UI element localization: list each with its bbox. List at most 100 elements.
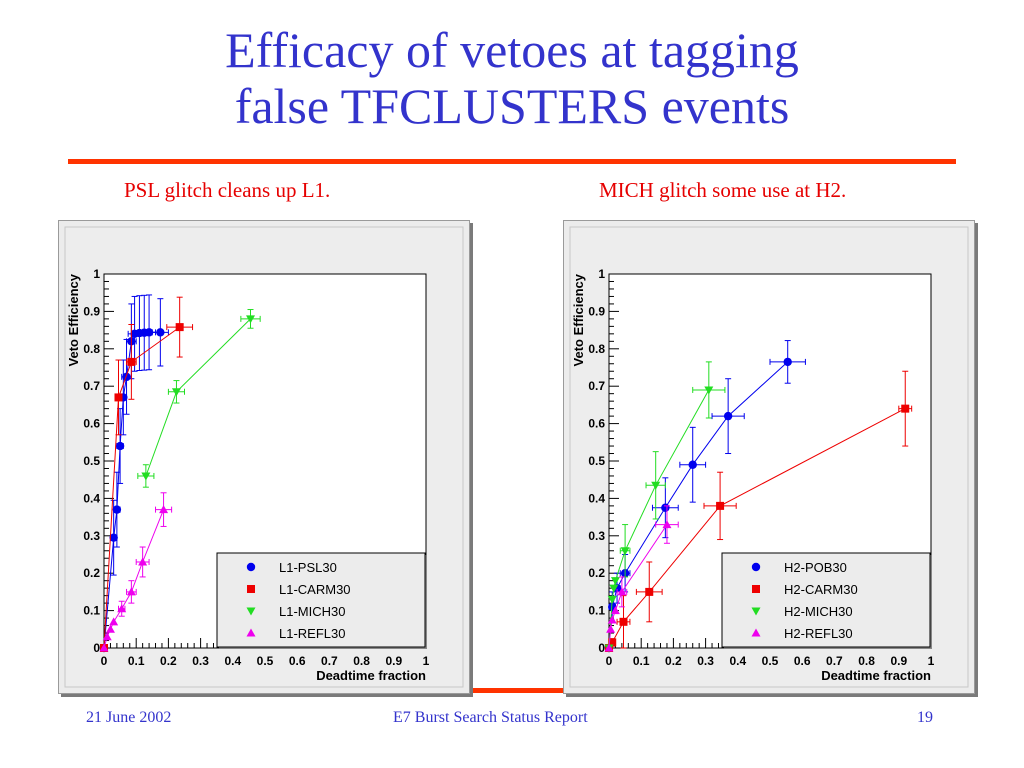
data-point-l1-psl30 [144,328,154,337]
legend-label-l1-carm30: L1-CARM30 [279,582,351,597]
chart1-ytick-label: 0 [598,641,605,655]
data-point-h2-mich30 [704,386,714,395]
chart0-ytick-label: 0.6 [83,417,100,431]
data-point-h2-carm30 [608,638,617,647]
chart1-series-h2-refl30 [604,505,679,652]
chart1-ytick-label: 0.2 [588,566,605,580]
data-point-l1-refl30 [138,557,148,566]
data-point-h2-pob30 [661,503,670,512]
chart0-y-axis-title: Veto Efficiency [66,273,81,366]
chart0-series-l1-refl30 [99,492,173,652]
chart0-xtick-label: 0.5 [257,654,274,668]
data-point-l1-mich30 [141,472,151,481]
data-point-l1-psl30 [156,328,165,337]
chart0-ytick-label: 0.1 [83,604,100,618]
title-underline [68,159,956,164]
chart1-ytick-label: 0.7 [588,379,605,393]
chart0-xtick-label: 0.9 [385,654,402,668]
chart1-series-h2-carm30 [605,370,913,652]
chart0-ytick-label: 0 [93,641,100,655]
chart1-xtick-label: 0.5 [762,654,779,668]
data-point-h2-refl30 [662,520,672,529]
data-point-l1-mich30 [171,388,181,397]
chart1-xtick-label: 0.9 [890,654,907,668]
chart0-xtick-label: 0.3 [192,654,209,668]
legend-marker-l1-mich30 [246,607,256,616]
legend-marker-h2-carm30 [752,585,760,593]
data-point-h2-refl30 [617,587,627,596]
chart0-series-l1-mich30 [137,309,261,488]
chart1-xtick-label: 0 [606,654,613,668]
footer-date: 21 June 2002 [86,709,172,726]
legend-label-l1-refl30: L1-REFL30 [279,626,345,641]
chart1-ytick-label: 0.3 [588,529,605,543]
chart1-xtick-label: 0.2 [665,654,682,668]
chart0-xtick-label: 0.6 [289,654,306,668]
legend-marker-h2-refl30 [751,628,761,637]
data-point-h2-refl30 [610,606,620,615]
chart1-ytick-label: 0.6 [588,417,605,431]
legend-label-h2-carm30: H2-CARM30 [784,582,858,597]
chart0-xtick-label: 0.4 [224,654,241,668]
data-point-l1-refl30 [99,643,109,652]
chart0-xtick-label: 0 [101,654,108,668]
chart1-ytick-label: 0.5 [588,454,605,468]
data-point-l1-refl30 [126,587,136,596]
footer-page-number: 19 [917,709,933,726]
chart0-xtick-label: 0.2 [160,654,177,668]
chart1-xtick-label: 1 [928,654,935,668]
chart1-xtick-label: 0.4 [729,654,746,668]
data-point-l1-mich30 [246,315,256,324]
data-point-h2-refl30 [604,643,614,652]
data-point-l1-refl30 [159,505,169,514]
chart-h2: 0 0.1 0.2 0.3 0.4 0.5 0.6 0.7 0.8 0.9 1 0 0.1 0.2 0.3 0… [569,226,969,688]
data-point-h2-refl30 [606,624,616,633]
chart-panel-h2: 0 0.1 0.2 0.3 0.4 0.5 0.6 0.7 0.8 0.9 1 0 0.1 0.2 0.3 0… [563,220,975,694]
data-point-h2-mich30 [620,547,630,556]
legend-marker-l1-refl30 [246,628,256,637]
chart0-ytick-label: 0.2 [83,566,100,580]
chart0-xtick-label: 0.1 [128,654,145,668]
chart1-ytick-label: 0.4 [588,491,605,505]
chart1-xtick-label: 0.1 [633,654,650,668]
data-point-l1-refl30 [102,632,112,641]
chart1-x-axis-title: Deadtime fraction [821,668,931,683]
data-point-l1-psl30 [115,441,125,451]
chart0-ytick-label: 0.5 [83,454,100,468]
chart0-ytick-label: 1 [93,267,100,281]
series-line-l1-carm30 [103,326,180,649]
data-point-h2-mich30 [609,584,619,593]
chart1-y-axis-title: Veto Efficiency [571,273,586,366]
chart1-xtick-label: 0.7 [826,654,843,668]
slide-title: Efficacy of vetoes at tagging false TFCL… [0,22,1024,134]
data-point-h2-pob30 [723,411,733,421]
legend-label-h2-refl30: H2-REFL30 [784,626,853,641]
data-point-h2-carm30 [901,404,910,413]
chart0-xtick-label: 1 [423,654,430,668]
legend-marker-l1-carm30 [247,585,255,593]
data-point-h2-carm30 [619,617,628,626]
footer-report-title: E7 Burst Search Status Report [393,709,588,726]
data-point-l1-psl30 [109,533,118,542]
data-point-l1-refl30 [105,624,115,633]
data-point-l1-psl30 [112,505,122,514]
chart1-ytick-label: 0.9 [588,304,605,318]
chart-l1: 0 0.1 0.2 0.3 0.4 0.5 0.6 0.7 0.8 0.9 1 0 0.1 0.2 0.3 0… [64,226,464,688]
data-point-l1-carm30 [175,323,184,332]
slide-title-line1: Efficacy of vetoes at tagging [225,22,799,78]
slide-title-line2: false TFCLUSTERS events [234,78,790,134]
chart1-ytick-label: 0.1 [588,604,605,618]
data-point-h2-mich30 [610,577,620,586]
legend-label-l1-psl30: L1-PSL30 [279,560,337,575]
data-point-h2-pob30 [688,460,697,469]
data-point-h2-mich30 [651,481,661,490]
subtitle-right: MICH glitch some use at H2. [599,178,847,202]
data-point-h2-carm30 [716,501,725,510]
data-point-h2-carm30 [645,587,654,596]
subtitle-left: PSL glitch cleans up L1. [124,178,331,202]
data-point-h2-mich30 [607,595,617,604]
chart1-series-h2-mich30 [604,361,726,653]
chart1-ytick-label: 0.8 [588,342,605,356]
legend-marker-h2-mich30 [751,607,761,616]
chart0-ytick-label: 0.7 [83,379,100,393]
